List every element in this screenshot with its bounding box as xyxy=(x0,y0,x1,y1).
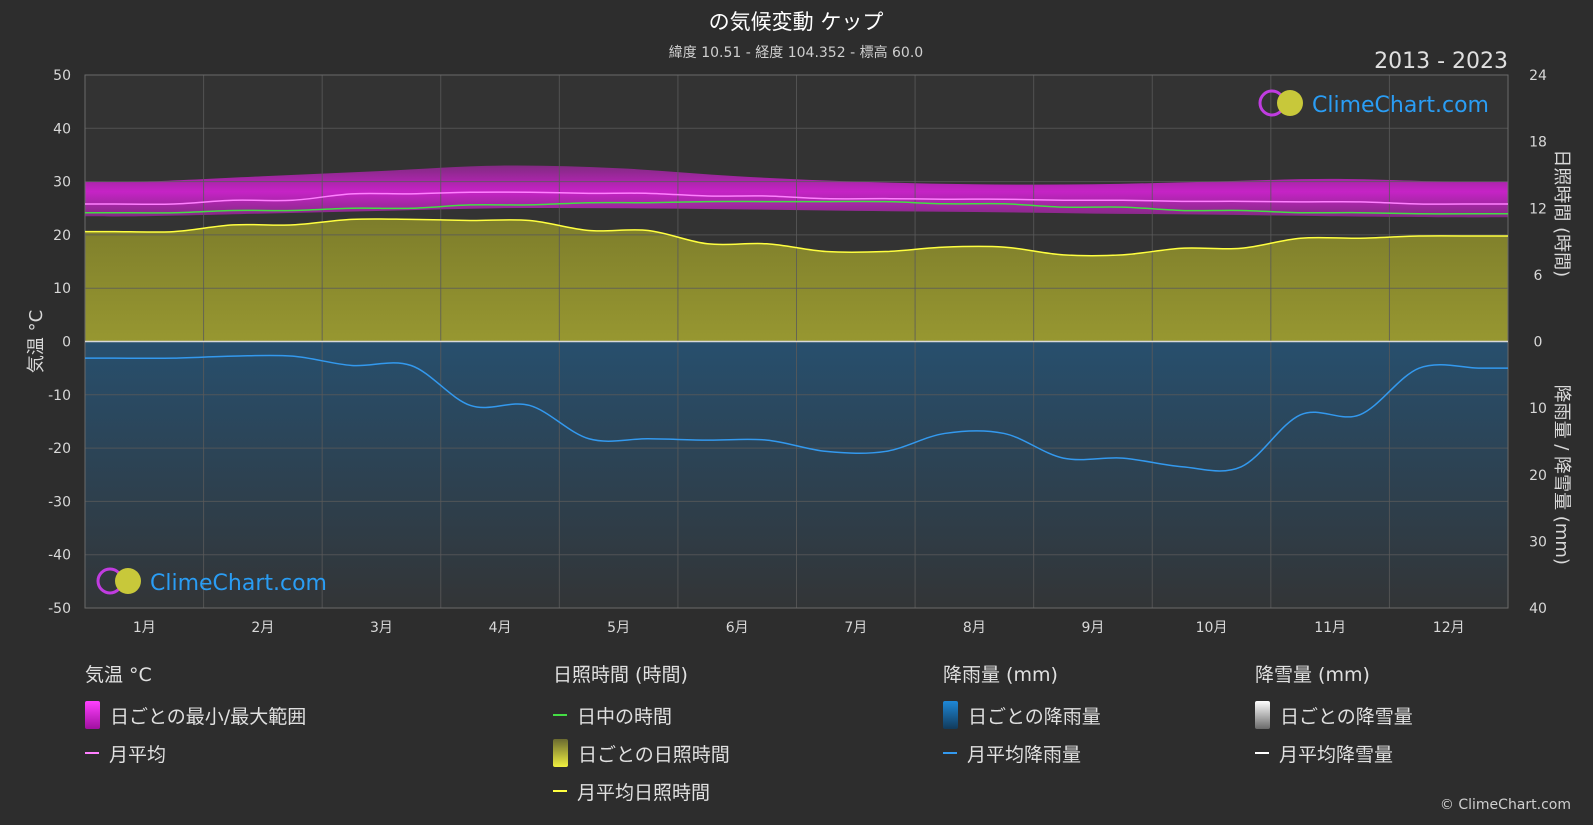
month-tick-label: 4月 xyxy=(489,620,512,636)
sunshine-mean-line xyxy=(85,218,1508,257)
legend-item: 月平均 xyxy=(85,734,306,772)
legend-label: 日ごとの最小/最大範囲 xyxy=(110,705,307,728)
month-tick-label: 5月 xyxy=(607,620,630,636)
temp-mean-line xyxy=(85,191,1508,206)
month-tick-label: 10月 xyxy=(1196,620,1228,636)
watermark-bottom: ClimeChart.com xyxy=(96,567,327,596)
legend-item: 日中の時間 xyxy=(553,696,730,734)
month-tick-label: 6月 xyxy=(726,620,749,636)
legend-label: 日ごとの降雪量 xyxy=(1280,705,1413,728)
legend-title: 日照時間 (時間) xyxy=(553,664,688,686)
left-tick-label: -10 xyxy=(48,388,71,404)
right-top-tick-label: 0 xyxy=(1534,335,1543,351)
right-bottom-tick-label: 30 xyxy=(1529,534,1547,550)
left-tick-label: 30 xyxy=(53,175,71,191)
right-top-tick-label: 18 xyxy=(1529,135,1547,151)
month-tick-label: 2月 xyxy=(251,620,274,636)
right-bottom-axis-title: 降雨量 / 降雪量 (mm) xyxy=(1551,385,1572,565)
legend: 気温 °C 日ごとの最小/最大範囲 月平均 日照時間 (時間) 日中の時間 日ご… xyxy=(0,660,1593,825)
legend-label: 月平均 xyxy=(109,743,167,766)
legend-label: 日中の時間 xyxy=(577,705,673,728)
right-top-axis-title: 日照時間 (時間) xyxy=(1551,149,1572,277)
left-tick-label: -40 xyxy=(48,548,71,564)
left-tick-label: 40 xyxy=(53,121,71,137)
month-tick-label: 1月 xyxy=(133,620,156,636)
legend-swatch xyxy=(553,790,567,792)
right-bottom-tick-label: 10 xyxy=(1529,401,1547,417)
legend-title: 気温 °C xyxy=(85,664,152,686)
month-tick-label: 8月 xyxy=(963,620,986,636)
legend-group-temperature: 気温 °C 日ごとの最小/最大範囲 月平均 xyxy=(85,660,306,772)
legend-swatch xyxy=(943,701,958,729)
right-top-tick-label: 12 xyxy=(1529,201,1547,217)
grid-lines xyxy=(84,74,1509,609)
legend-swatch xyxy=(1255,752,1269,754)
legend-group-sunshine: 日照時間 (時間) 日中の時間 日ごとの日照時間 月平均日照時間 xyxy=(553,660,730,810)
watermark-top: ClimeChart.com xyxy=(1258,89,1489,118)
chart-subtitle: 緯度 10.51 - 経度 104.352 - 標高 60.0 xyxy=(669,44,923,61)
legend-item: 日ごとの日照時間 xyxy=(553,734,730,772)
left-tick-label: -20 xyxy=(48,441,71,457)
legend-group-rain: 降雨量 (mm) 日ごとの降雨量 月平均降雨量 xyxy=(943,660,1101,772)
legend-item: 日ごとの最小/最大範囲 xyxy=(85,696,306,734)
legend-swatch xyxy=(1255,701,1270,729)
month-tick-label: 3月 xyxy=(370,620,393,636)
legend-title: 降雪量 (mm) xyxy=(1255,664,1370,686)
legend-item: 月平均降雨量 xyxy=(943,734,1101,772)
left-axis-title: 気温 °C xyxy=(26,310,47,373)
legend-label: 月平均降雪量 xyxy=(1279,743,1394,766)
legend-swatch xyxy=(85,752,99,754)
legend-item: 日ごとの降雨量 xyxy=(943,696,1101,734)
rain-mean-line xyxy=(85,354,1508,472)
watermark-bottom-text: ClimeChart.com xyxy=(150,571,327,596)
right-top-tick-label: 24 xyxy=(1529,68,1547,84)
watermark-top-text: ClimeChart.com xyxy=(1312,93,1489,118)
legend-title: 降雨量 (mm) xyxy=(943,664,1058,686)
legend-item: 日ごとの降雪量 xyxy=(1255,696,1413,734)
month-tick-label: 12月 xyxy=(1433,620,1465,636)
legend-group-snow: 降雪量 (mm) 日ごとの降雪量 月平均降雪量 xyxy=(1255,660,1413,772)
legend-label: 日ごとの降雨量 xyxy=(968,705,1101,728)
month-tick-label: 9月 xyxy=(1081,620,1104,636)
right-bottom-tick-label: 20 xyxy=(1529,468,1547,484)
axes: 50 40 30 20 10 0 -10 -20 -30 -40 -50 24 18 12 6 0 10 20 30… xyxy=(26,68,1572,636)
left-tick-label: 50 xyxy=(53,68,71,84)
climate-chart: の気候変動 ケップ 緯度 10.51 - 経度 104.352 - 標高 60.… xyxy=(26,10,1572,636)
legend-swatch xyxy=(943,752,957,754)
period-label: 2013 - 2023 xyxy=(1374,49,1508,74)
month-tick-label: 11月 xyxy=(1314,620,1346,636)
left-tick-label: -50 xyxy=(48,601,71,617)
chart-title: の気候変動 ケップ xyxy=(709,10,884,34)
legend-swatch xyxy=(553,714,567,716)
daylight-line xyxy=(85,200,1509,215)
left-tick-label: -30 xyxy=(48,494,71,510)
left-tick-label: 10 xyxy=(53,281,71,297)
series-lines xyxy=(85,191,1509,472)
left-tick-label: 0 xyxy=(62,335,71,351)
legend-label: 月平均日照時間 xyxy=(577,781,711,804)
legend-swatch xyxy=(553,739,568,767)
legend-item: 月平均降雪量 xyxy=(1255,734,1413,772)
right-bottom-tick-label: 40 xyxy=(1529,601,1547,617)
legend-swatch xyxy=(85,701,100,729)
legend-label: 月平均降雨量 xyxy=(967,743,1082,766)
legend-label: 日ごとの日照時間 xyxy=(578,743,730,766)
copyright: © ClimeChart.com xyxy=(1439,797,1571,813)
month-tick-label: 7月 xyxy=(844,620,867,636)
legend-item: 月平均日照時間 xyxy=(553,772,730,810)
right-top-tick-label: 6 xyxy=(1534,268,1543,284)
left-tick-label: 20 xyxy=(53,228,71,244)
